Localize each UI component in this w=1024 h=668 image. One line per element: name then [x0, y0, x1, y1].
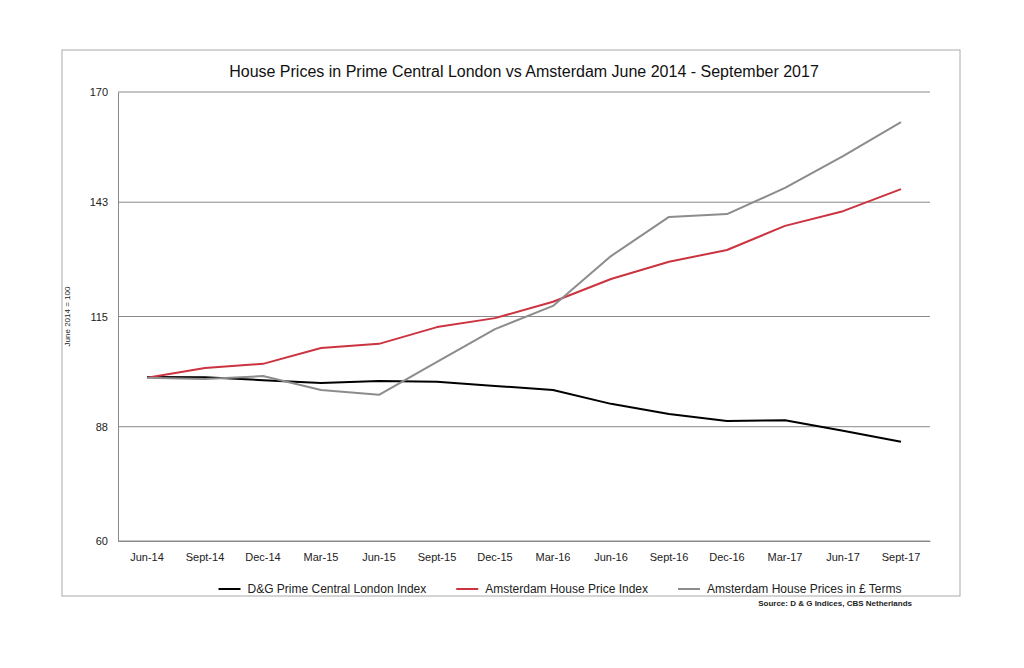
chart: House Prices in Prime Central London vs …	[0, 0, 1024, 668]
source-note: Source: D & G Indices, CBS Netherlands	[758, 599, 912, 608]
x-tick-label: Sept-15	[418, 551, 457, 563]
y-tick-label: 143	[90, 196, 108, 208]
x-tick: Jun-14	[130, 541, 164, 563]
x-tick-label: Mar-17	[768, 551, 803, 563]
legend-item: Amsterdam House Prices in £ Terms	[678, 582, 902, 596]
y-tick: 115	[90, 311, 118, 323]
x-tick: Sept-15	[418, 541, 457, 563]
chart-frame	[62, 50, 960, 596]
x-tick: Sept-14	[186, 541, 225, 563]
y-tick: 143	[90, 196, 118, 208]
x-tick: Dec-14	[245, 541, 280, 563]
grid	[118, 92, 930, 541]
x-tick-label: Jun-14	[130, 551, 164, 563]
x-tick: Jun-16	[594, 541, 628, 563]
series-line	[147, 189, 901, 378]
x-tick-label: Sept-17	[882, 551, 921, 563]
legend-swatch	[456, 588, 478, 590]
legend-label: Amsterdam House Prices in £ Terms	[707, 582, 902, 596]
plot-area	[147, 122, 901, 442]
x-tick-label: Dec-15	[477, 551, 512, 563]
y-tick-label: 60	[96, 535, 108, 547]
x-tick-label: Jun-16	[594, 551, 628, 563]
x-tick: Mar-16	[536, 541, 571, 563]
grid-line	[118, 202, 930, 203]
y-tick-label: 115	[90, 311, 108, 323]
x-tick-label: Sept-14	[186, 551, 225, 563]
x-tick: Jun-15	[362, 541, 396, 563]
y-axis-title: June 2014 = 100	[63, 286, 72, 346]
x-tick: Mar-17	[768, 541, 803, 563]
y-tick: 88	[96, 421, 118, 433]
x-tick: Mar-15	[304, 541, 339, 563]
x-tick: Dec-16	[709, 541, 744, 563]
grid-line	[118, 426, 930, 427]
x-axis: Jun-14 Sept-14 Dec-14 Mar-15 Jun-15 Sept-15 De…	[119, 541, 931, 563]
series-line	[147, 122, 901, 395]
grid-line	[118, 92, 930, 93]
y-tick: 60	[96, 535, 118, 547]
x-tick: Sept-17	[882, 541, 921, 563]
x-axis-line	[119, 541, 931, 542]
x-tick: Jun-17	[826, 541, 860, 563]
x-tick-label: Mar-15	[304, 551, 339, 563]
legend-item: Amsterdam House Price Index	[456, 582, 648, 596]
x-tick: Sept-16	[650, 541, 689, 563]
y-tick-label: 88	[96, 421, 108, 433]
legend-swatch	[218, 588, 240, 590]
legend-item: D&G Prime Central London Index	[218, 582, 426, 596]
x-tick-label: Jun-15	[362, 551, 396, 563]
legend-label: D&G Prime Central London Index	[247, 582, 426, 596]
x-tick: Dec-15	[477, 541, 512, 563]
x-tick-label: Dec-16	[709, 551, 744, 563]
legend: D&G Prime Central London Index Amsterdam …	[218, 582, 901, 596]
x-tick-label: Mar-16	[536, 551, 571, 563]
x-tick-label: Sept-16	[650, 551, 689, 563]
grid-line	[118, 541, 930, 542]
y-tick-label: 170	[90, 86, 108, 98]
y-axis-line	[118, 93, 119, 542]
legend-label: Amsterdam House Price Index	[485, 582, 648, 596]
y-tick: 170	[90, 86, 118, 98]
y-axis: 60 88 115 143 170	[90, 86, 119, 547]
x-tick-label: Jun-17	[826, 551, 860, 563]
series-line	[147, 377, 901, 442]
x-tick-label: Dec-14	[245, 551, 280, 563]
title: House Prices in Prime Central London vs …	[229, 63, 819, 80]
legend-swatch	[678, 588, 700, 590]
